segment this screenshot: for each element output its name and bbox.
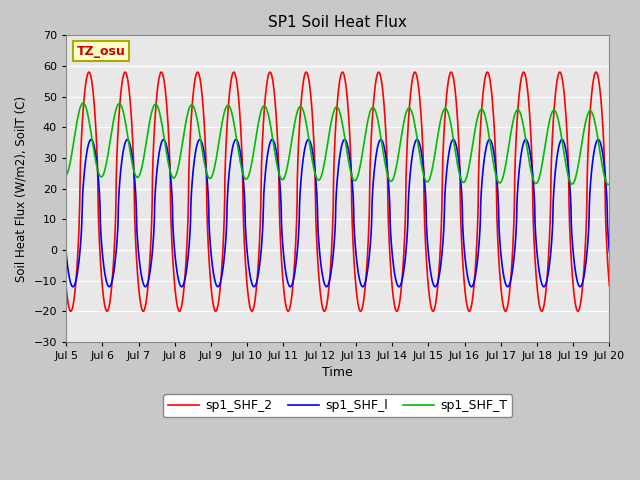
sp1_SHF_2	[321, 308, 328, 314]
Line: sp1_SHF_T: sp1_SHF_T	[66, 103, 609, 185]
sp1_SHF_l	[87, 137, 95, 143]
sp1_SHF_2	[295, 132, 303, 138]
X-axis label: Time: Time	[323, 367, 353, 380]
Title: SP1 Soil Heat Flux: SP1 Soil Heat Flux	[268, 15, 407, 30]
sp1_SHF_l	[457, 181, 465, 187]
sp1_SHF_l	[589, 156, 597, 162]
Line: sp1_SHF_l: sp1_SHF_l	[66, 140, 609, 287]
sp1_SHF_2	[85, 69, 93, 75]
sp1_SHF_2	[457, 225, 465, 231]
sp1_SHF_l	[295, 224, 303, 230]
Text: TZ_osu: TZ_osu	[77, 45, 125, 58]
sp1_SHF_l	[321, 281, 328, 287]
sp1_SHF_l	[562, 148, 570, 154]
sp1_SHF_2	[62, 283, 70, 289]
sp1_SHF_T	[562, 161, 570, 167]
sp1_SHF_l	[214, 284, 221, 289]
sp1_SHF_T	[457, 176, 465, 182]
sp1_SHF_T	[79, 100, 87, 106]
Legend: sp1_SHF_2, sp1_SHF_l, sp1_SHF_T: sp1_SHF_2, sp1_SHF_l, sp1_SHF_T	[163, 394, 513, 417]
sp1_SHF_T	[62, 173, 70, 179]
sp1_SHF_2	[589, 80, 597, 85]
sp1_SHF_T	[589, 112, 596, 118]
sp1_SHF_T	[295, 105, 303, 111]
sp1_SHF_2	[605, 283, 613, 289]
sp1_SHF_T	[321, 160, 328, 166]
sp1_SHF_T	[605, 181, 613, 187]
sp1_SHF_l	[62, 250, 70, 255]
sp1_SHF_2	[291, 260, 298, 265]
Y-axis label: Soil Heat Flux (W/m2), SoilT (C): Soil Heat Flux (W/m2), SoilT (C)	[15, 96, 28, 282]
sp1_SHF_T	[291, 121, 298, 127]
sp1_SHF_2	[212, 308, 220, 314]
sp1_SHF_l	[291, 271, 298, 276]
Line: sp1_SHF_2: sp1_SHF_2	[66, 72, 609, 311]
sp1_SHF_T	[605, 182, 612, 188]
sp1_SHF_2	[562, 113, 570, 119]
sp1_SHF_l	[605, 250, 613, 255]
